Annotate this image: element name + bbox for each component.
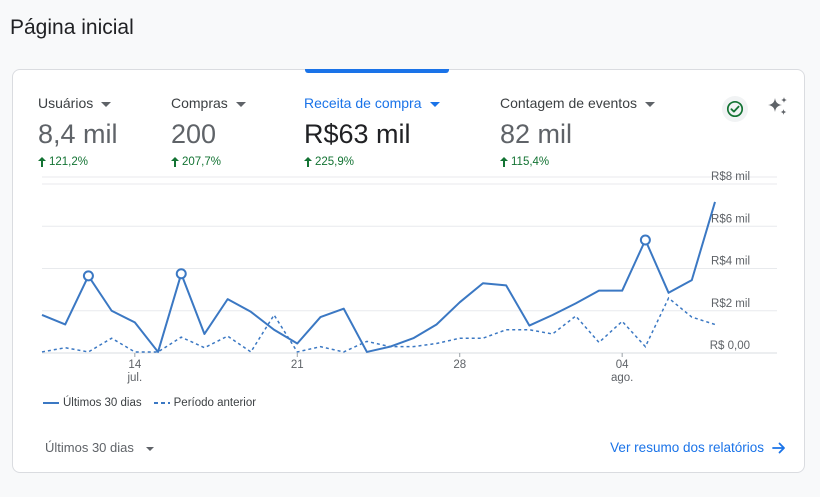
metric-delta-value: 115,4% (511, 156, 550, 168)
caret-down-icon (429, 101, 440, 107)
caret-down-icon (145, 446, 154, 451)
summary-link-label: Ver resumo dos relatórios (610, 440, 764, 455)
view-reports-summary-link[interactable]: Ver resumo dos relatórios (610, 440, 786, 455)
legend-label: Últimos 30 dias (63, 397, 142, 409)
metric-tab-purchases[interactable]: Compras 200 207,7% (171, 94, 246, 169)
metric-delta: 225,9% (304, 155, 440, 169)
arrow-up-icon (171, 157, 179, 167)
anomaly-marker (175, 268, 187, 280)
x-tick-label: 28 (453, 359, 466, 371)
page-title: Página inicial (10, 16, 134, 39)
x-tick-label: 21 (291, 359, 304, 371)
metric-tab-purchase-revenue[interactable]: Receita de compra R$63 mil 225,9% (304, 94, 440, 169)
x-tick-month-label: ago. (611, 372, 633, 384)
metric-value: 82 mil (500, 119, 573, 149)
caret-down-icon (235, 101, 246, 107)
metric-delta-value: 207,7% (182, 156, 222, 168)
caret-down-icon (644, 101, 655, 107)
metric-tab-users[interactable]: Usuários 8,4 mil 121,2% (38, 94, 118, 169)
metric-label: Contagem de eventos (500, 95, 637, 111)
y-tick-label: R$6 mil (711, 213, 750, 225)
revenue-line-chart: R$ 0,00 R$2 mil R$4 mil R$6 mil R$8 mil 14jul… (41, 171, 777, 384)
y-tick-label: R$4 mil (711, 256, 750, 268)
anomaly-marker (82, 270, 94, 282)
date-range-label: Últimos 30 dias (45, 440, 134, 455)
metric-label: Compras (171, 95, 228, 111)
arrow-right-icon (772, 442, 785, 453)
metric-delta: 115,4% (500, 155, 655, 169)
legend-item-current: Últimos 30 dias (43, 397, 142, 409)
active-tab-indicator (305, 69, 449, 73)
chart-legend: Últimos 30 dias Período anterior (43, 397, 268, 409)
metric-value: 8,4 mil (38, 119, 118, 149)
y-tick-label: R$2 mil (711, 298, 750, 310)
metric-tab-event-count[interactable]: Contagem de eventos 82 mil 115,4% (500, 94, 655, 169)
metric-delta-value: 121,2% (49, 156, 89, 168)
metric-delta-value: 225,9% (315, 156, 355, 168)
arrow-up-icon (500, 157, 508, 167)
x-tick-label: 04 (616, 359, 629, 371)
metric-value: R$63 mil (304, 119, 411, 149)
date-range-select[interactable]: Últimos 30 dias (45, 440, 154, 455)
legend-label: Período anterior (173, 397, 257, 409)
arrow-up-icon (304, 157, 312, 167)
legend-item-previous: Período anterior (153, 397, 257, 409)
check-circle-icon[interactable] (722, 96, 748, 122)
arrow-up-icon (38, 157, 46, 167)
x-tick-month-label: jul. (126, 372, 142, 384)
sparkle-icon[interactable] (765, 94, 791, 120)
series-line-previous-period (41, 296, 716, 354)
metric-label: Usuários (38, 95, 94, 111)
overview-card: Usuários 8,4 mil 121,2% Compras 200 207,… (12, 69, 805, 473)
y-tick-label: R$ 0,00 (710, 340, 750, 352)
x-tick-label: 14 (128, 359, 141, 371)
metric-delta: 121,2% (38, 155, 118, 169)
metric-label: Receita de compra (304, 95, 422, 111)
caret-down-icon (101, 101, 112, 107)
y-tick-label: R$8 mil (711, 171, 750, 183)
series-line-last-30-days (41, 201, 716, 353)
anomaly-marker (639, 234, 651, 246)
metric-delta: 207,7% (171, 155, 246, 169)
metric-value: 200 (171, 119, 217, 149)
